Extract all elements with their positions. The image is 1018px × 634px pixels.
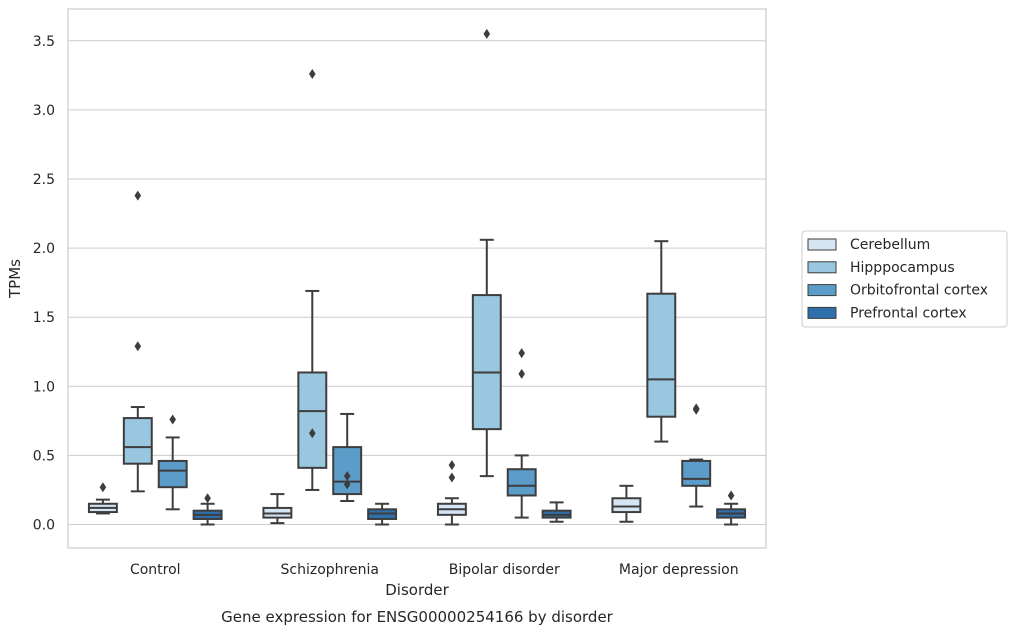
x-tick-label: Schizophrenia (281, 562, 379, 578)
outlier-point (518, 348, 525, 359)
outlier-point (134, 341, 142, 352)
box-hipppocampus (297, 68, 328, 491)
box-orbitofrontal-cortex (332, 412, 363, 503)
box-cerebellum (262, 493, 293, 525)
box-prefrontal-cortex (541, 501, 572, 523)
y-tick-label: 0.5 (33, 448, 55, 464)
x-tick-label: Bipolar disorder (449, 562, 560, 578)
outlier-point (448, 472, 456, 483)
box-iqr (122, 417, 153, 465)
outlier-point (448, 460, 456, 471)
legend-label: Prefrontal cortex (850, 305, 967, 321)
y-tick-label: 1.5 (33, 310, 55, 326)
box-prefrontal-cortex (192, 493, 223, 526)
outlier-point (518, 368, 525, 379)
box-hipppocampus (646, 240, 677, 443)
outlier-point (169, 414, 176, 425)
box-orbitofrontal-cortex (681, 403, 712, 508)
y-axis-ticks: 0.0 0.5 1.0 1.5 2.0 2.5 3.0 3.5 (33, 34, 55, 534)
box-iqr (471, 294, 502, 431)
y-tick-label: 3.0 (33, 103, 55, 119)
box-orbitofrontal-cortex (157, 414, 188, 511)
outlier-point (692, 403, 700, 414)
chart-caption: Gene expression for ENSG00000254166 by d… (221, 608, 614, 626)
y-tick-label: 2.0 (33, 241, 55, 257)
y-tick-label: 2.5 (33, 172, 55, 188)
box-iqr (646, 292, 677, 418)
y-tick-label: 3.5 (33, 34, 55, 50)
outlier-point (134, 190, 142, 201)
legend-frame (801, 230, 1008, 328)
legend: Cerebellum Hipppocampus Orbitofrontal cort… (801, 230, 1008, 328)
box-series (87, 28, 747, 526)
box-iqr (506, 468, 537, 497)
box-iqr (157, 459, 188, 489)
box-cerebellum (611, 484, 642, 523)
y-axis-label: TPMs (6, 259, 24, 299)
x-axis-ticks: Control Schizophrenia Bipolar disorder Majo… (130, 562, 739, 578)
legend-swatch (807, 261, 837, 274)
box-prefrontal-cortex (367, 502, 398, 526)
outlier-point (309, 428, 316, 439)
outlier-point (343, 479, 351, 490)
outlier-point (99, 482, 107, 493)
legend-swatch (807, 306, 837, 319)
outlier-point (309, 68, 316, 79)
x-axis-label: Disorder (385, 581, 449, 599)
box-prefrontal-cortex (716, 490, 747, 526)
x-tick-label: Control (130, 562, 181, 578)
box-iqr (681, 459, 712, 487)
outlier-point (483, 28, 491, 39)
plot-area-frame (67, 8, 767, 549)
box-cerebellum (87, 482, 118, 515)
y-tick-label: 1.0 (33, 379, 55, 395)
outlier-point (727, 490, 735, 501)
box-hipppocampus (122, 190, 153, 493)
x-tick-label: Major depression (619, 562, 739, 578)
legend-swatch (807, 284, 837, 297)
box-cerebellum (436, 460, 467, 526)
box-iqr (297, 371, 328, 469)
legend-label: Orbitofrontal cortex (850, 283, 988, 299)
gridlines (68, 40, 766, 526)
outlier-point (204, 493, 211, 504)
legend-label: Hipppocampus (850, 260, 955, 276)
box-hipppocampus (471, 28, 502, 478)
legend-label: Cerebellum (850, 237, 930, 253)
box-iqr (611, 497, 642, 514)
y-tick-label: 0.0 (33, 518, 55, 534)
legend-swatch (807, 238, 837, 251)
outlier-point (343, 471, 351, 482)
box-orbitofrontal-cortex (506, 348, 537, 519)
